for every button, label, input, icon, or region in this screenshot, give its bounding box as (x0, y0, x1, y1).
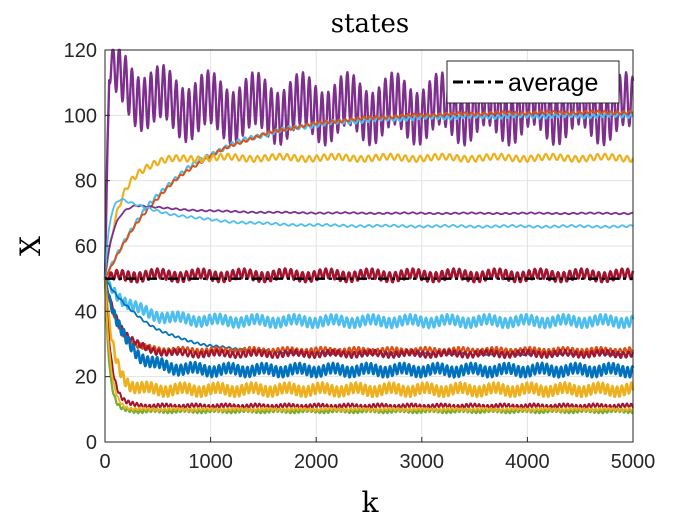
series-line-12 (103, 278, 635, 379)
x-tick-label: 5000 (611, 451, 656, 473)
series-line-16 (104, 278, 634, 413)
y-axis-label: X (14, 236, 47, 256)
x-tick-label: 4000 (505, 451, 550, 473)
series-line-13 (103, 278, 635, 399)
x-tick-label: 2000 (294, 451, 339, 473)
series-line-8 (103, 278, 635, 330)
y-tick-label: 40 (75, 301, 97, 323)
x-tick-label: 1000 (188, 451, 233, 473)
y-tick-label: 80 (75, 171, 97, 193)
y-tick-label: 100 (64, 105, 97, 127)
series-line-7 (103, 267, 635, 284)
x-axis-label: k (362, 486, 380, 519)
data-series (103, 48, 635, 415)
legend-average-label: average (508, 69, 598, 97)
y-tick-label: 60 (75, 236, 97, 258)
series-line-4 (103, 152, 635, 279)
chart-title: states (331, 9, 409, 39)
x-tick-label: 3000 (400, 451, 445, 473)
legend: average (446, 60, 620, 104)
y-tick-label: 120 (64, 40, 97, 62)
series-line-11 (103, 278, 635, 359)
y-tick-label: 0 (86, 432, 97, 454)
series-line-2 (103, 111, 634, 280)
x-tick-label: 0 (99, 451, 110, 473)
series-line-6 (104, 198, 634, 279)
axis-ticks: 0 1000 2000 3000 4000 5000 0 20 40 60 80 100 120 (64, 40, 656, 473)
y-tick-label: 20 (75, 367, 97, 389)
series-line-5 (104, 204, 634, 279)
series-line-3 (104, 109, 634, 280)
